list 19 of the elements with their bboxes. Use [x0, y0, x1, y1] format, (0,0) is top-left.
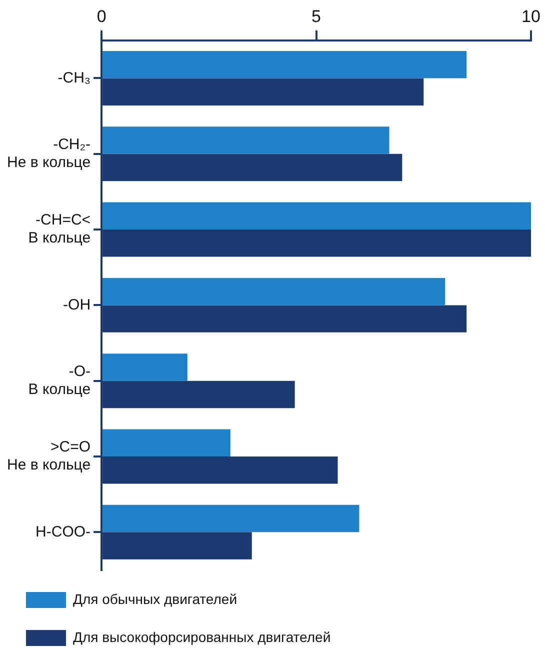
x-tick-label: 10	[522, 6, 540, 26]
bar	[102, 50, 467, 78]
bar	[102, 126, 390, 154]
legend-label: Для высокофорсированных двигателей	[73, 628, 331, 645]
y-tick-label: H-COO-	[36, 523, 91, 540]
bar	[102, 354, 188, 381]
bar	[102, 429, 230, 457]
bar	[102, 504, 360, 532]
y-tick-label: -OH	[63, 296, 91, 314]
y-tick-label: -CH₃	[58, 69, 91, 86]
bar	[102, 278, 446, 306]
x-tick-label: 5	[312, 6, 322, 26]
y-tick-label: -CH₂- Не в кольце	[6, 136, 91, 172]
x-tick-label: 0	[96, 6, 106, 26]
bar	[102, 202, 531, 230]
y-tick-label: >C=O Не в кольце	[6, 438, 91, 474]
y-tick-label: -O- В кольце	[28, 363, 91, 398]
y-tick-label: -CH=C< В кольце	[28, 212, 91, 247]
legend-label: Для обычных двигателей	[73, 590, 238, 607]
